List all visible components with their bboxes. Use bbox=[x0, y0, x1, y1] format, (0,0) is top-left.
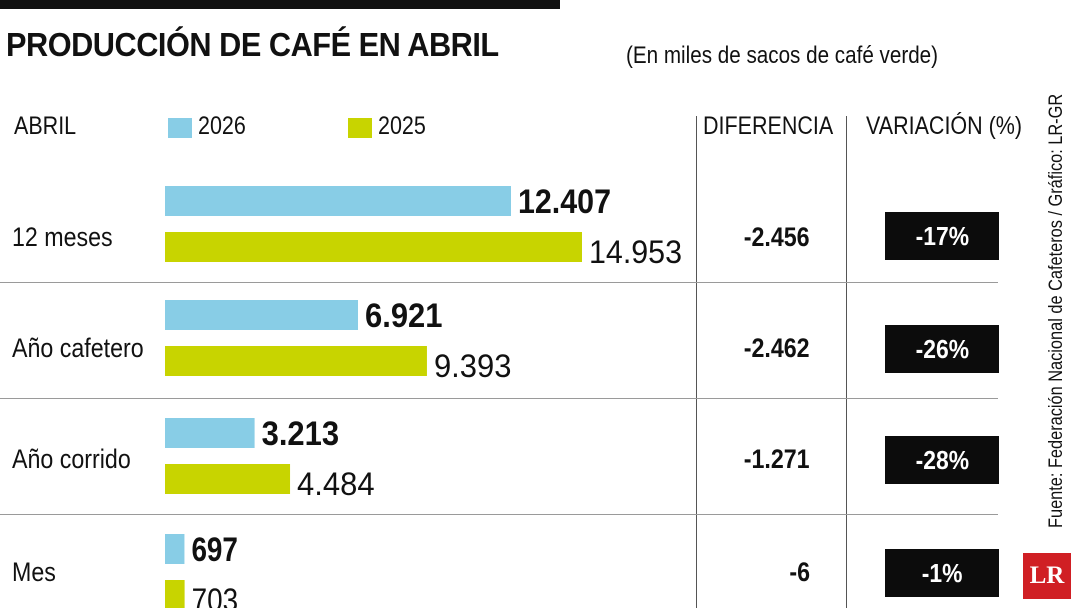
variation-badge-ano-corrido: -28% bbox=[885, 436, 999, 484]
bar-value-label-2025-1: 14.953 bbox=[589, 234, 682, 270]
row-divider bbox=[0, 282, 998, 283]
bar-chart: 12.407 6.921 3.213 697 14.953 9.393 4.484 703 bbox=[165, 183, 682, 608]
chart-subtitle: (En miles de sacos de café verde) bbox=[626, 42, 939, 69]
row-divider bbox=[0, 514, 998, 515]
bar-value-label-2026-1: 12.407 bbox=[518, 183, 611, 221]
difference-value-12-meses: -2.456 bbox=[744, 222, 810, 252]
bar-2025-3 bbox=[165, 464, 291, 494]
bar-2025-1 bbox=[165, 232, 582, 262]
bar-2026-2 bbox=[165, 300, 359, 330]
variation-value: -1% bbox=[921, 557, 963, 588]
chart-title: PRODUCCIÓN DE CAFÉ EN ABRIL bbox=[6, 26, 499, 63]
bar-value-label-2026-4: 697 bbox=[191, 531, 238, 569]
bar-value-label-2025-2: 9.393 bbox=[434, 348, 512, 384]
difference-value-ano-corrido: -1.271 bbox=[744, 444, 810, 474]
bar-2026-3 bbox=[165, 418, 255, 448]
row-label-ano-corrido: Año corrido bbox=[12, 444, 131, 474]
bar-value-label-2026-2: 6.921 bbox=[365, 297, 443, 335]
bar-2026-4 bbox=[165, 534, 185, 564]
column-divider-difference bbox=[696, 116, 697, 608]
bar-2026-1 bbox=[165, 186, 511, 216]
difference-value-mes: -6 bbox=[789, 557, 810, 587]
variation-value: -26% bbox=[915, 333, 969, 364]
variation-value: -28% bbox=[915, 444, 969, 475]
variation-badge-12-meses: -17% bbox=[885, 212, 999, 260]
source-note: Fuente: Federación Nacional de Cafeteros… bbox=[1046, 93, 1067, 528]
variation-header: VARIACIÓN (%) bbox=[866, 112, 1023, 140]
difference-value-ano-cafetero: -2.462 bbox=[744, 333, 810, 363]
category-header: ABRIL bbox=[14, 112, 77, 140]
row-label-ano-cafetero: Año cafetero bbox=[12, 333, 144, 363]
top-rule bbox=[0, 0, 560, 9]
difference-header: DIFERENCIA bbox=[703, 112, 834, 140]
variation-badge-ano-cafetero: -26% bbox=[885, 325, 999, 373]
lr-logo: LR bbox=[1023, 553, 1071, 599]
row-label-mes: Mes bbox=[12, 557, 56, 587]
bar-value-label-2026-3: 3.213 bbox=[262, 415, 340, 453]
column-divider-variation bbox=[846, 116, 847, 608]
variation-badge-mes: -1% bbox=[885, 549, 999, 597]
variation-value: -17% bbox=[915, 220, 969, 251]
bar-value-label-2025-4: 703 bbox=[192, 582, 239, 608]
row-divider bbox=[0, 398, 998, 399]
bar-2025-4 bbox=[165, 580, 185, 608]
row-label-12-meses: 12 meses bbox=[12, 222, 113, 252]
bar-value-label-2025-3: 4.484 bbox=[297, 466, 375, 502]
legend-label-2026: 2026 bbox=[198, 112, 246, 140]
bar-2025-2 bbox=[165, 346, 427, 376]
legend-label-2025: 2025 bbox=[378, 112, 426, 140]
legend-swatch-2026 bbox=[168, 118, 192, 138]
legend-swatch-2025 bbox=[348, 118, 372, 138]
